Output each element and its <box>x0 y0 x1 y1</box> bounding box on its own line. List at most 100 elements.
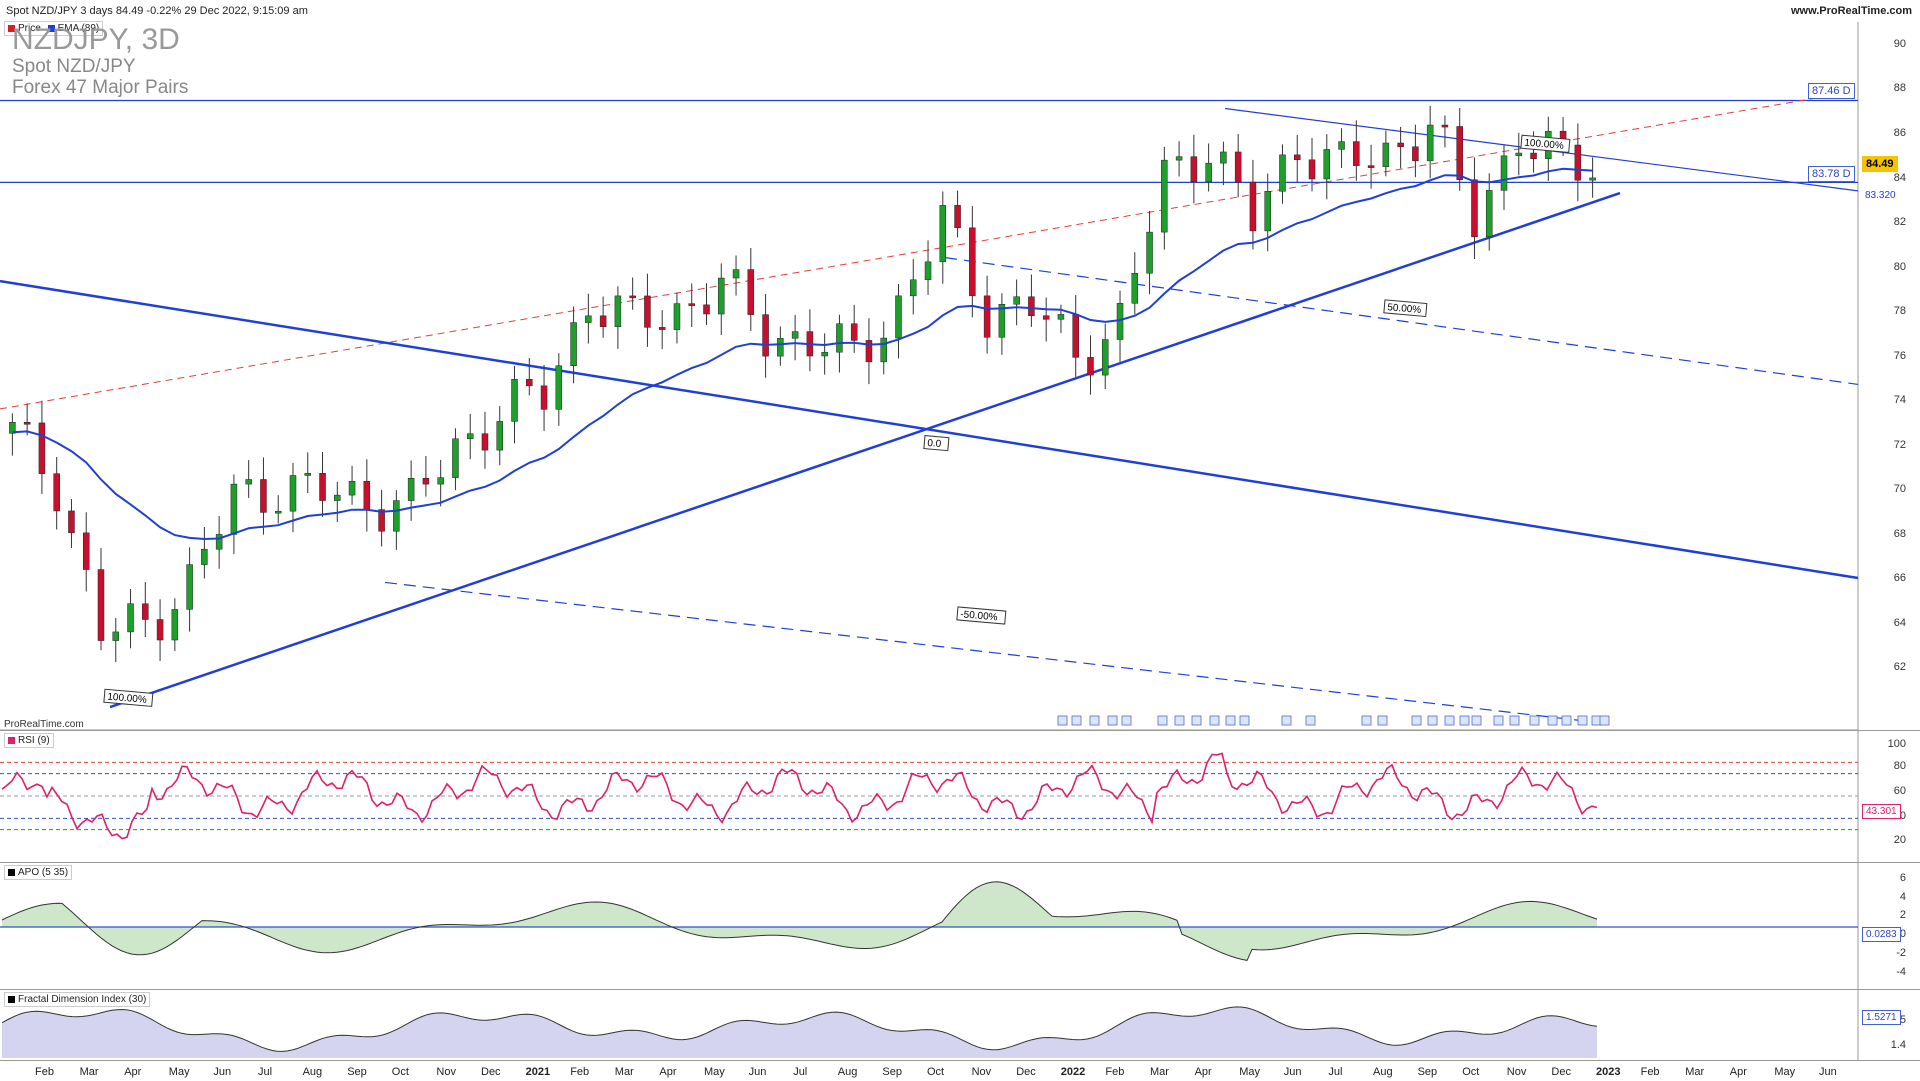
rsi-legend[interactable]: RSI (9) <box>4 733 54 748</box>
svg-text:0.0: 0.0 <box>927 438 942 450</box>
candle-body <box>422 478 430 485</box>
price-tick: 86 <box>1893 127 1906 139</box>
candle-body <box>777 338 784 357</box>
month-label: Jul <box>793 1066 808 1078</box>
candle-body <box>599 315 607 327</box>
event-marker <box>1157 715 1168 726</box>
event-marker <box>1529 715 1540 726</box>
price-axis: 90 88 86 84 82 80 78 76 74 72 70 68 66 6… <box>1858 22 1920 732</box>
apo-line <box>1 881 1598 961</box>
fdi-pane[interactable] <box>0 989 1920 1061</box>
month-label: Jul <box>258 1066 273 1078</box>
month-label: Apr <box>1194 1066 1212 1078</box>
candle-body <box>954 205 961 229</box>
event-marker <box>1089 715 1100 726</box>
instrument-group: Forex 47 Major Pairs <box>12 77 189 98</box>
candle-body <box>1353 141 1360 166</box>
event-marker <box>1174 715 1185 726</box>
candle-body <box>1441 124 1449 128</box>
symbol-title: NZDJPY, 3D <box>12 23 180 56</box>
month-label: Aug <box>837 1066 858 1078</box>
resistance-tag[interactable]: 87.46 D <box>1808 83 1855 99</box>
candle-body <box>1220 151 1227 164</box>
candle-body <box>1102 339 1109 376</box>
candle-body <box>983 295 991 338</box>
candle-body <box>703 304 710 315</box>
candle-body <box>1279 154 1286 192</box>
candle-body <box>644 295 651 328</box>
svg-text:100.00%: 100.00% <box>1524 137 1564 151</box>
price-tick: 62 <box>1893 661 1906 673</box>
month-label: Jun <box>1283 1066 1302 1078</box>
month-label: Apr <box>659 1066 677 1078</box>
month-label: Jun <box>748 1066 767 1078</box>
month-label: Dec <box>1551 1066 1571 1078</box>
apo-pane[interactable] <box>0 862 1920 990</box>
month-label: Apr <box>1729 1066 1747 1078</box>
candle-body <box>289 475 297 512</box>
event-marker <box>1561 715 1572 726</box>
price-tick: 74 <box>1893 394 1906 406</box>
candle-body <box>614 295 622 327</box>
candle-body <box>821 351 828 357</box>
apo-tick: 6 <box>1899 872 1906 884</box>
event-marker <box>1107 715 1118 726</box>
apo-tick: -4 <box>1896 966 1906 978</box>
candle-body <box>260 479 267 513</box>
price-tick: 82 <box>1893 216 1906 228</box>
candle-body <box>319 473 326 501</box>
top-bar: Spot NZD/JPY 3 days 84.49 -0.22% 29 Dec … <box>0 0 1920 22</box>
event-marker <box>1239 715 1250 726</box>
support-tag[interactable]: 83.78 D <box>1808 166 1855 182</box>
rsi-pane[interactable] <box>0 730 1920 863</box>
candle-body <box>23 422 31 425</box>
apo-tick: -2 <box>1896 947 1906 959</box>
event-marker <box>1191 715 1202 726</box>
candle-body <box>629 295 636 299</box>
candle-body <box>836 323 843 353</box>
candle-body <box>38 422 46 474</box>
month-label: Sep <box>1417 1066 1438 1078</box>
candle-body <box>378 509 385 532</box>
rsi-tick: 60 <box>1893 785 1906 797</box>
event-marker <box>1547 715 1558 726</box>
site-link[interactable]: www.ProRealTime.com <box>1790 5 1912 17</box>
candle-body <box>1485 190 1493 238</box>
event-marker <box>1057 715 1068 726</box>
candle-body <box>762 314 769 357</box>
apo-label: APO (5 35) <box>18 867 69 878</box>
candle-body <box>1397 142 1404 148</box>
candle-body <box>969 227 976 297</box>
ema-swatch <box>47 24 55 32</box>
candle-body <box>910 279 917 297</box>
month-label: Jul <box>1328 1066 1343 1078</box>
month-label: May <box>1774 1066 1796 1078</box>
candle-body <box>1323 149 1331 180</box>
fdi-legend[interactable]: Fractal Dimension Index (30) <box>4 992 151 1007</box>
month-label: Nov <box>1506 1066 1527 1078</box>
candle-body <box>1456 126 1463 180</box>
candle-body <box>1308 159 1316 180</box>
candle-body <box>1234 151 1242 183</box>
candle-body <box>895 295 902 339</box>
price-tick: 66 <box>1893 572 1906 584</box>
candle-body <box>334 494 341 501</box>
candle-body <box>82 532 90 570</box>
candle-body <box>585 315 592 323</box>
apo-legend[interactable]: APO (5 35) <box>4 865 73 880</box>
candle-body <box>363 480 371 510</box>
candle-body <box>1382 142 1390 167</box>
month-label: Nov <box>436 1066 456 1078</box>
price-legend[interactable]: Price EMA (89) <box>4 21 104 36</box>
candle-body <box>511 379 518 422</box>
candle-body <box>1412 146 1419 162</box>
rsi-label: RSI (9) <box>18 735 50 746</box>
last-price-tag: 84.49 <box>1862 156 1898 172</box>
price-tick: 80 <box>1893 261 1906 273</box>
candle-body <box>1426 124 1434 162</box>
watermark: ProRealTime.com <box>4 719 84 730</box>
price-tick: 70 <box>1893 483 1906 495</box>
month-label: Feb <box>1105 1066 1125 1078</box>
candle-body <box>570 322 577 366</box>
